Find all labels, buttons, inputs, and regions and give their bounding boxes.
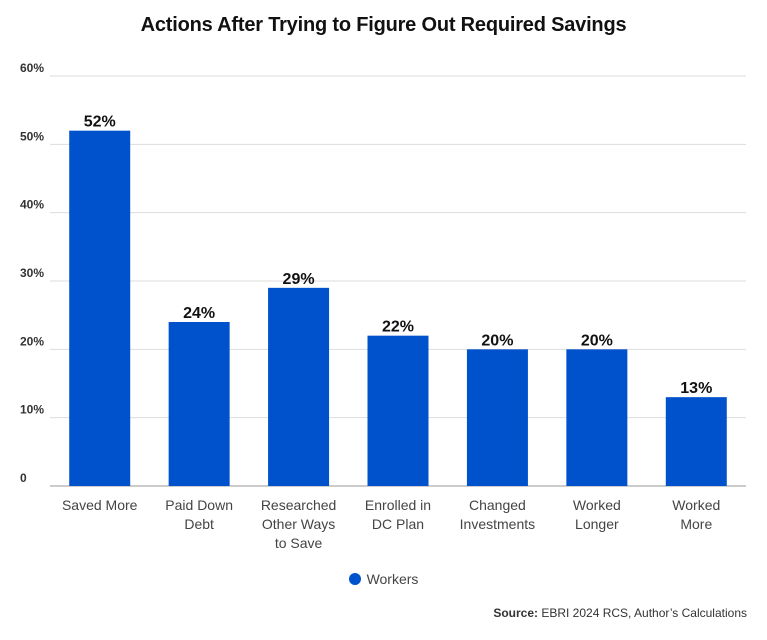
y-tick-label: 60% [20, 61, 44, 75]
bar [466, 349, 528, 486]
y-tick-label: 20% [20, 334, 44, 348]
chart-title: Actions After Trying to Figure Out Requi… [140, 14, 627, 36]
bar [168, 322, 230, 486]
data-label: 22% [382, 319, 414, 336]
bar [367, 335, 429, 486]
x-tick-label: Worked More [672, 497, 720, 532]
y-tick-label: 30% [20, 266, 44, 280]
bar [69, 130, 131, 486]
source-note: Source: EBRI 2024 RCS, Author’s Calculat… [493, 606, 747, 620]
x-tick-label: Saved More [62, 497, 138, 513]
data-label: 13% [680, 380, 712, 397]
legend: Workers [0, 571, 767, 587]
bars [69, 130, 727, 486]
y-axis-ticks: 0 10% 20% 30% 40% 50% 60% [20, 61, 44, 485]
y-tick-label: 50% [20, 129, 44, 143]
data-label: 24% [183, 305, 215, 322]
data-label: 29% [283, 271, 315, 288]
data-labels: 52% 24% 29% 22% 20% 20% 13% [84, 114, 713, 397]
source-label: Source: [493, 606, 538, 620]
data-label: 20% [481, 332, 513, 349]
x-axis-ticks: Saved More Paid Down Debt Researched Other W… [62, 497, 720, 551]
bar [665, 397, 727, 486]
x-tick-label: Enrolled in DC Plan [365, 497, 431, 532]
data-label: 52% [84, 114, 116, 131]
y-tick-label: 40% [20, 198, 44, 212]
y-tick-label: 0 [20, 471, 27, 485]
y-tick-label: 10% [20, 403, 44, 417]
x-tick-label: Researched Other Ways to Save [261, 497, 337, 551]
source-text: EBRI 2024 RCS, Author’s Calculations [538, 606, 747, 620]
bar [268, 287, 330, 486]
legend-marker [348, 573, 361, 585]
x-tick-label: Paid Down Debt [165, 497, 233, 532]
x-tick-label: Changed Investments [460, 497, 535, 532]
x-tick-label: Worked Longer [573, 497, 621, 532]
data-label: 20% [581, 332, 613, 349]
bar [566, 349, 628, 486]
legend-label: Workers [366, 571, 419, 587]
